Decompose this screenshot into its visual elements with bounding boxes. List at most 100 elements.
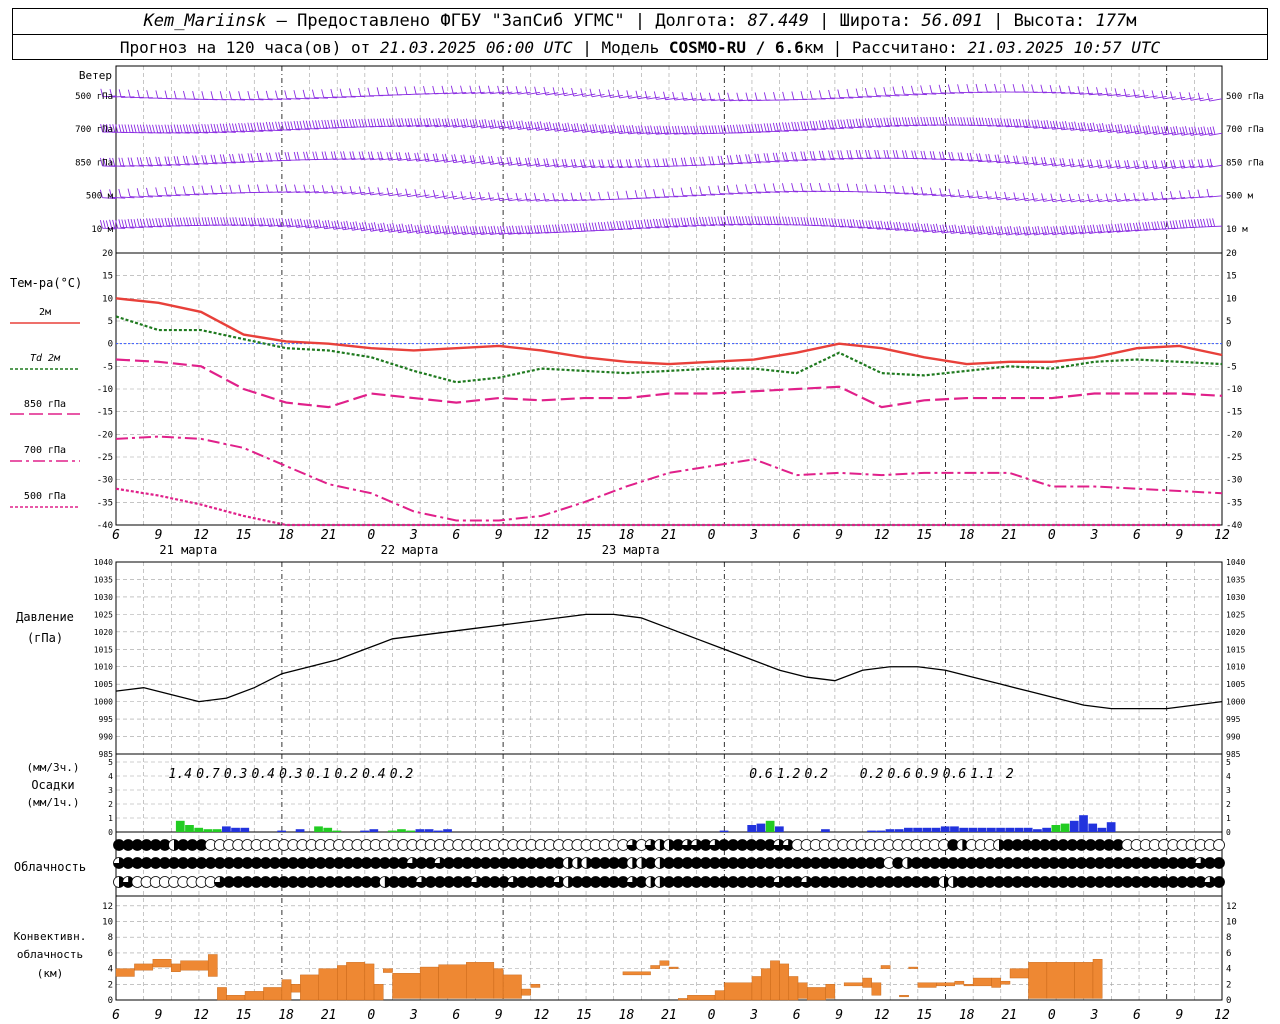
wind-barb-flag xyxy=(155,90,159,99)
wind-barb-flag xyxy=(484,225,488,234)
wind-barb-flag xyxy=(395,86,399,95)
wind-barb xyxy=(1071,199,1084,203)
wind-barb-flag xyxy=(1009,118,1013,127)
wind-barb-flag xyxy=(515,86,519,95)
wind-barb xyxy=(1107,93,1121,97)
time-tick-label: 18 xyxy=(959,1008,975,1023)
wind-barb xyxy=(342,227,356,231)
wind-barb-flag xyxy=(395,188,399,197)
wind-barb xyxy=(212,131,227,134)
wind-barb-flag xyxy=(1124,125,1127,134)
wind-barb xyxy=(1098,230,1112,234)
wind-barb-flag xyxy=(1022,156,1026,165)
wind-barb xyxy=(573,129,587,133)
wind-barb-flag xyxy=(902,222,906,232)
wind-barb-flag xyxy=(247,122,251,131)
wind-barb xyxy=(1172,165,1186,169)
precip-total-label: 0.6 xyxy=(943,767,967,782)
time-tick-label: 6 xyxy=(452,1008,460,1023)
wind-barb-flag xyxy=(460,85,463,94)
time-tick-label: 12 xyxy=(534,1008,550,1023)
wind-barb xyxy=(166,164,181,166)
conv-bar xyxy=(1046,962,1075,999)
wind-barb-flag xyxy=(481,119,485,128)
wind-barb-flag xyxy=(803,217,807,226)
wind-barb xyxy=(647,96,660,100)
wind-barb-flag xyxy=(901,86,905,95)
wind-barb-flag xyxy=(923,223,927,232)
wind-barb-flag xyxy=(1015,118,1019,128)
wind-barb-flag xyxy=(460,191,464,200)
wind-barb-flag xyxy=(447,225,451,234)
wind-barb xyxy=(960,231,974,235)
wind-barb-flag xyxy=(371,222,374,231)
wind-barb-flag xyxy=(490,226,494,235)
wind-barb xyxy=(370,157,384,161)
wind-barb-flag xyxy=(1138,124,1142,134)
wind-barb-flag xyxy=(865,184,869,193)
wind-barb xyxy=(710,193,725,196)
wind-barb-flag xyxy=(1040,120,1044,129)
wind-barb-flag xyxy=(883,117,887,126)
wind-barb-flag xyxy=(1059,193,1063,202)
wind-barb-flag xyxy=(736,92,740,101)
wind-barb-flag xyxy=(818,120,822,129)
wind-barb-flag xyxy=(988,153,992,163)
wind-barb xyxy=(1163,132,1176,136)
wind-barb xyxy=(719,223,734,226)
wind-barb-flag xyxy=(957,84,961,93)
wind-barb-flag xyxy=(416,118,420,127)
wind-barb-flag xyxy=(213,123,217,133)
wind-barb xyxy=(821,127,835,130)
wind-barb xyxy=(960,195,974,198)
wind-barb-flag xyxy=(518,120,522,130)
wind-barb-flag xyxy=(573,223,577,232)
wind-barb xyxy=(1126,229,1140,233)
wind-barb xyxy=(361,192,375,195)
wind-barb-flag xyxy=(788,122,791,131)
wind-barb-flag xyxy=(920,116,924,126)
wind-barb-flag xyxy=(389,223,393,232)
wind-barb xyxy=(793,129,808,131)
wind-barb-flag xyxy=(118,89,122,98)
wind-barb-flag xyxy=(874,221,878,230)
wind-barb-flag xyxy=(564,123,568,132)
wind-barb-flag xyxy=(754,183,758,193)
wind-barb-flag xyxy=(932,151,936,160)
wind-barb-flag xyxy=(161,124,165,133)
wind-level-label: 500 м xyxy=(1226,192,1254,202)
wind-barb-flag xyxy=(198,217,202,226)
wind-barb-flag xyxy=(247,153,251,162)
wind-barb-flag xyxy=(785,216,788,225)
wind-barb-flag xyxy=(469,191,473,200)
wind-barb xyxy=(102,227,117,230)
wind-barb-flag xyxy=(456,118,460,127)
wind-barb-flag xyxy=(907,117,911,126)
wind-level-label: 10 м xyxy=(1226,225,1248,235)
wind-barb xyxy=(1200,165,1213,169)
wind-barb xyxy=(1042,91,1057,94)
wind-barb-flag xyxy=(656,125,660,135)
precip-total-label: 1.1 xyxy=(970,767,993,782)
wind-barb xyxy=(517,232,531,235)
wind-barb-flag xyxy=(478,192,482,201)
wind-barb xyxy=(554,199,568,202)
precip-total-label: 0.2 xyxy=(805,767,829,782)
wind-barb-flag xyxy=(1188,190,1192,199)
temp-tick-label: -10 xyxy=(97,385,113,395)
wind-barb xyxy=(1015,232,1029,236)
wind-barb-flag xyxy=(948,116,951,126)
wind-barb-flag xyxy=(644,90,648,100)
wind-barb-flag xyxy=(426,225,430,234)
wind-barb-flag xyxy=(302,120,306,129)
wind-barb-flag xyxy=(1163,126,1167,135)
wind-barb-flag xyxy=(284,184,288,193)
precip-bar xyxy=(765,820,775,832)
wind-barb xyxy=(443,92,458,95)
wind-barb-flag xyxy=(1013,155,1017,164)
wind-barb-flag xyxy=(904,150,908,159)
wind-barb-flag xyxy=(1197,219,1201,228)
wind-barb-flag xyxy=(911,150,915,159)
wind-barb xyxy=(222,131,236,133)
wind-barb xyxy=(1200,132,1213,136)
